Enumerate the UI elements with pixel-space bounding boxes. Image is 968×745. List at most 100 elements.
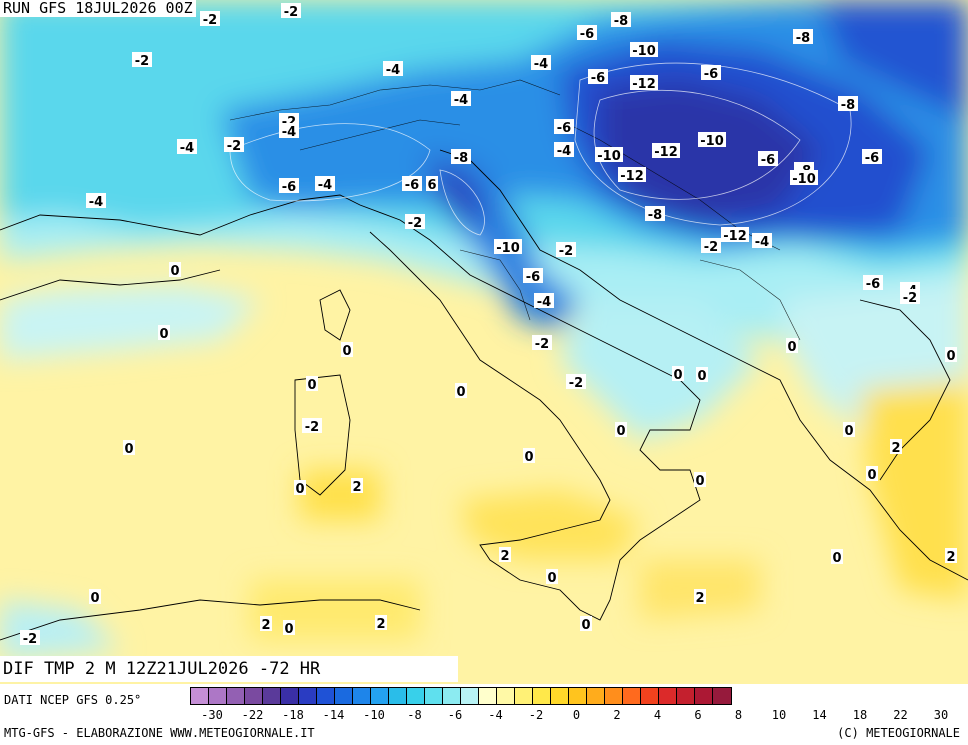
colorbar-tick-label: -6 (447, 708, 463, 722)
label-box (595, 147, 623, 162)
label-box (554, 119, 574, 134)
run-label: RUN GFS 18JUL2026 00Z (0, 0, 196, 17)
colorbar-swatch (299, 688, 317, 704)
colorbar-swatch (245, 688, 263, 704)
colorbar-swatch (533, 688, 551, 704)
label-text: 6 (427, 178, 436, 193)
map-value-label: 2 (694, 589, 706, 606)
map-value-label: 0 (341, 342, 353, 359)
label-text: -4 (282, 125, 296, 140)
map-value-label: 6 (426, 176, 438, 193)
label-text: 0 (867, 468, 876, 483)
label-text: 0 (547, 571, 556, 586)
label-text: -6 (866, 277, 880, 292)
map-value-label: 0 (866, 466, 878, 483)
label-text: 2 (376, 617, 385, 632)
label-text: 2 (352, 480, 361, 495)
map-value-label: -10 (595, 147, 623, 164)
map-value-label: 0 (294, 480, 306, 497)
label-text: 2 (261, 618, 270, 633)
map-value-label: -8 (645, 206, 665, 223)
colorbar-tick-label: -14 (322, 708, 345, 722)
map-value-label: 0 (843, 422, 855, 439)
map-value-label: -8 (611, 12, 631, 29)
label-box (383, 61, 403, 76)
label-box (158, 325, 170, 340)
colorbar-tick-label: 0 (572, 708, 581, 722)
label-box (279, 178, 299, 193)
map-value-label: -12 (630, 75, 658, 92)
colorbar-tick-label: -18 (282, 708, 304, 722)
map-value-label: 0 (546, 569, 558, 586)
map-value-label: -10 (630, 42, 658, 59)
map-value-label: -6 (758, 151, 778, 168)
map-value-label: -10 (790, 170, 818, 187)
label-box (698, 132, 726, 147)
label-box (786, 338, 798, 353)
label-text: 0 (524, 450, 533, 465)
label-text: -8 (841, 98, 855, 113)
label-text: -2 (227, 139, 241, 154)
label-box (20, 630, 40, 645)
label-text: -2 (569, 376, 583, 391)
colorbar (190, 687, 732, 705)
label-box (523, 268, 543, 283)
label-box (224, 137, 244, 152)
label-text: -8 (454, 151, 468, 166)
label-text: -4 (386, 63, 400, 78)
label-text: 0 (697, 369, 706, 384)
label-box (672, 366, 684, 381)
map-value-label: 0 (89, 589, 101, 606)
label-text: 0 (787, 340, 796, 355)
label-text: -6 (557, 121, 571, 136)
colorbar-tick-label: 4 (653, 708, 662, 722)
label-box (890, 439, 902, 454)
label-text: -4 (755, 235, 769, 250)
colorbar-tick-label: -22 (241, 708, 264, 722)
map-value-label: -4 (177, 139, 197, 156)
label-box (838, 96, 858, 111)
map-value-label: -12 (652, 143, 680, 160)
label-text: 0 (832, 551, 841, 566)
colorbar-swatch (659, 688, 677, 704)
map-value-label: 2 (890, 439, 902, 456)
colorbar-tick-label: -4 (488, 708, 503, 722)
label-text: -4 (537, 295, 551, 310)
label-box (862, 149, 882, 164)
map-value-label: -12 (618, 167, 646, 184)
colorbar-swatch (443, 688, 461, 704)
label-text: -2 (704, 240, 718, 255)
label-text: -8 (614, 14, 628, 29)
map-value-label: -6 (402, 176, 422, 193)
label-box (281, 3, 301, 18)
map-value-label: 2 (260, 616, 272, 633)
label-text: 0 (124, 442, 133, 457)
label-box (694, 589, 706, 604)
label-text: 0 (90, 591, 99, 606)
label-box (630, 75, 658, 90)
label-text: 0 (673, 368, 682, 383)
map-value-label: -2 (224, 137, 244, 154)
label-box (86, 193, 106, 208)
colorbar-swatch (191, 688, 209, 704)
label-box (696, 367, 708, 382)
label-text: 0 (456, 385, 465, 400)
label-box (652, 143, 680, 158)
label-box (523, 448, 535, 463)
colorbar-swatch (713, 688, 731, 704)
map-value-label: -4 (451, 91, 471, 108)
colorbar-swatch (263, 688, 281, 704)
label-text: -8 (796, 31, 810, 46)
label-box (566, 374, 586, 389)
label-text: -8 (648, 208, 662, 223)
label-text: -2 (535, 337, 549, 352)
map-value-label: 0 (615, 422, 627, 439)
label-text: -2 (284, 5, 298, 20)
label-box (701, 65, 721, 80)
label-text: 0 (170, 264, 179, 279)
label-box (499, 547, 511, 562)
label-text: 0 (342, 344, 351, 359)
label-box (177, 139, 197, 154)
colorbar-swatch (677, 688, 695, 704)
label-text: 0 (284, 622, 293, 637)
